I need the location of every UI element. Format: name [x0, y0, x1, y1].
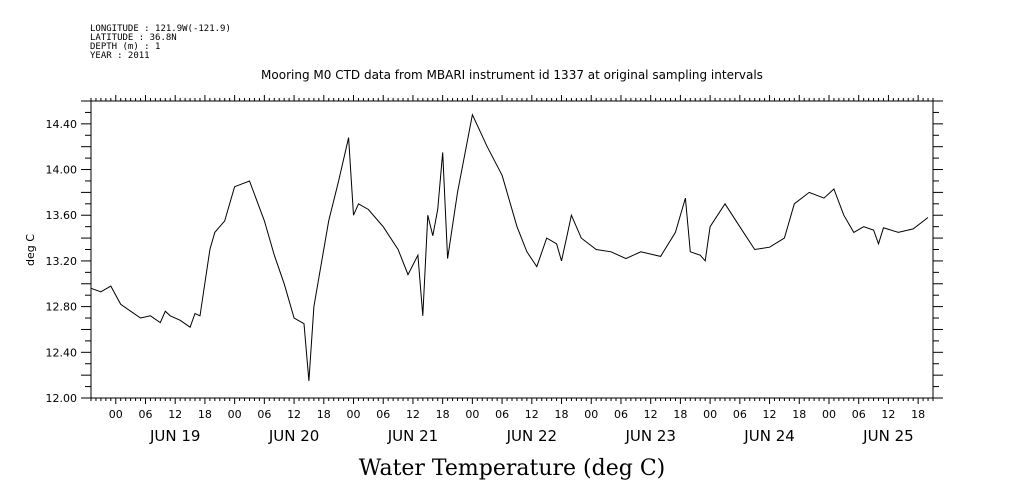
- x-hour-label: 12: [406, 408, 420, 421]
- x-ticks: [90, 95, 934, 404]
- x-hour-label: 00: [109, 408, 123, 421]
- x-hour-label: 06: [138, 408, 152, 421]
- x-hour-label: 18: [555, 408, 569, 421]
- year-text: YEAR : 2011: [90, 51, 150, 61]
- x-hour-label: 00: [465, 408, 479, 421]
- x-date-label: JUN 21: [387, 427, 438, 445]
- x-hour-label: 18: [436, 408, 450, 421]
- y-tick-label: 14.00: [46, 164, 78, 177]
- x-hour-label: 00: [228, 408, 242, 421]
- chart-title: Mooring M0 CTD data from MBARI instrumen…: [261, 68, 763, 82]
- x-hour-label: 06: [614, 408, 628, 421]
- x-hour-label: 06: [733, 408, 747, 421]
- x-hour-label: 12: [644, 408, 658, 421]
- x-hour-label: 00: [584, 408, 598, 421]
- depth-text: DEPTH (m) : 1: [90, 42, 160, 52]
- x-hour-labels: 00 06 12 18 00 06 12 18 00 06 12 18 00 06 12 18 00 06 12 18…: [109, 408, 925, 421]
- x-date-label: JUN 19: [149, 427, 200, 445]
- x-date-labels: JUN 19 JUN 20 JUN 21 JUN 22 JUN 23 JUN 24 JUN …: [149, 427, 914, 445]
- x-date-label: JUN 20: [268, 427, 319, 445]
- x-hour-label: 18: [792, 408, 806, 421]
- x-date-label: JUN 25: [862, 427, 913, 445]
- x-hour-label: 18: [911, 408, 925, 421]
- x-date-label: JUN 24: [743, 427, 794, 445]
- x-hour-label: 18: [317, 408, 331, 421]
- x-axis-title: Water Temperature (deg C): [359, 456, 666, 481]
- y-tick-label: 12.80: [46, 301, 78, 314]
- y-tick-label: 13.20: [46, 255, 78, 268]
- x-hour-label: 12: [287, 408, 301, 421]
- x-date-label: JUN 23: [624, 427, 675, 445]
- x-hour-label: 12: [763, 408, 777, 421]
- x-hour-label: 00: [822, 408, 836, 421]
- x-hour-label: 18: [198, 408, 212, 421]
- y-ticks: [81, 100, 943, 399]
- temperature-line: [90, 113, 929, 381]
- x-hour-label: 12: [881, 408, 895, 421]
- y-tick-label: 13.60: [46, 209, 78, 222]
- x-hour-label: 06: [376, 408, 390, 421]
- x-date-label: JUN 22: [506, 427, 557, 445]
- x-hour-label: 00: [703, 408, 717, 421]
- longitude-text: LONGITUDE : 121.9W(-121.9): [90, 24, 231, 34]
- y-tick-label: 14.40: [46, 118, 78, 131]
- plot-frame: [90, 100, 934, 399]
- x-hour-label: 12: [168, 408, 182, 421]
- x-hour-label: 12: [525, 408, 539, 421]
- y-tick-label: 12.40: [46, 346, 78, 359]
- y-tick-label: 12.00: [46, 392, 78, 405]
- x-hour-label: 06: [495, 408, 509, 421]
- x-hour-label: 06: [852, 408, 866, 421]
- x-hour-label: 00: [347, 408, 361, 421]
- latitude-text: LATITUDE : 36.8N: [90, 33, 177, 43]
- x-hour-label: 06: [257, 408, 271, 421]
- y-axis-label: deg C: [24, 234, 37, 266]
- y-tick-labels: 12.00 12.40 12.80 13.20 13.60 14.00 14.40: [46, 118, 78, 405]
- x-hour-label: 18: [673, 408, 687, 421]
